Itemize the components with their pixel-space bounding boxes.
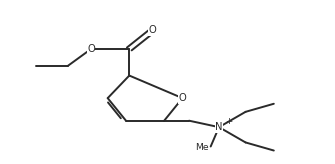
Text: +: +: [225, 117, 232, 126]
Text: O: O: [179, 93, 186, 103]
Text: O: O: [149, 25, 156, 35]
Text: N: N: [215, 122, 223, 132]
Text: O: O: [87, 44, 95, 54]
Text: Me: Me: [195, 143, 209, 152]
